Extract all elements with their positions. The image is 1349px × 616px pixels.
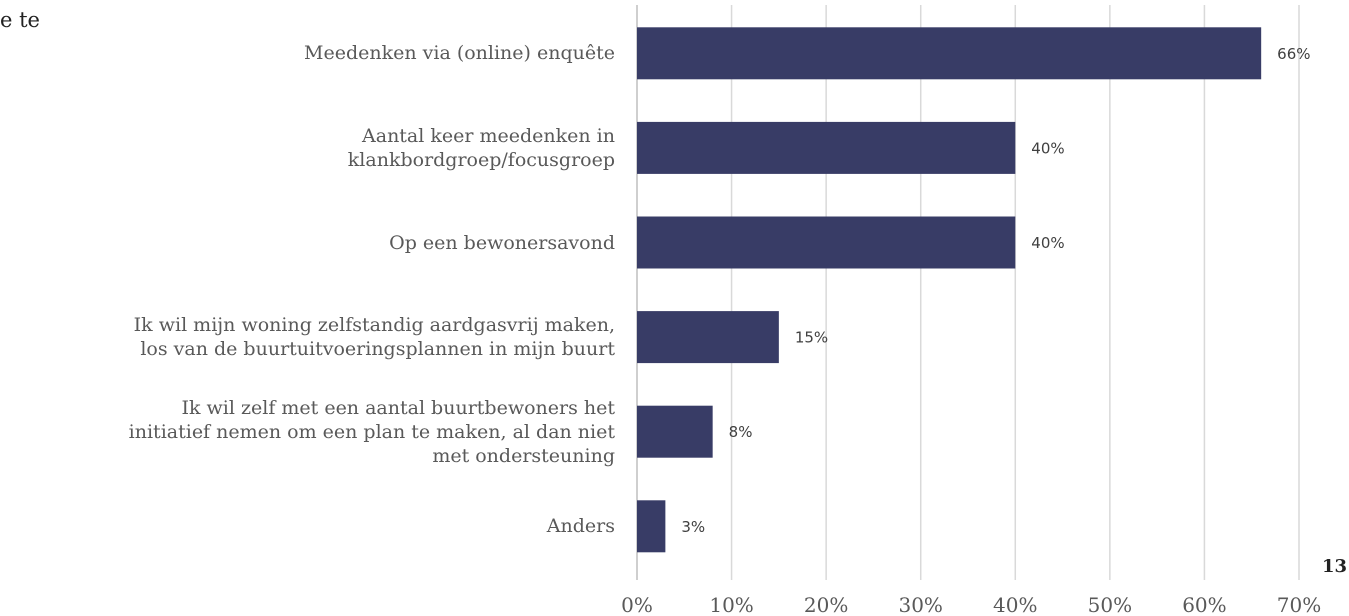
value-label: 3% bbox=[681, 518, 705, 536]
x-tick-label: 40% bbox=[993, 593, 1037, 616]
value-label: 15% bbox=[795, 329, 828, 347]
category-label: Ik wil zelf met een aantal buurtbewoners… bbox=[128, 396, 615, 467]
value-label: 66% bbox=[1277, 45, 1310, 63]
value-label: 40% bbox=[1031, 139, 1064, 157]
x-tick-label: 70% bbox=[1277, 593, 1321, 616]
bar bbox=[637, 405, 713, 458]
category-label: Op een bewonersavond bbox=[389, 231, 615, 254]
bar bbox=[637, 121, 1016, 174]
page-number: 13 bbox=[1322, 556, 1348, 577]
bar bbox=[637, 27, 1262, 80]
x-tick-label: 20% bbox=[804, 593, 848, 616]
value-label: 8% bbox=[729, 423, 753, 441]
x-tick-label: 10% bbox=[709, 593, 753, 616]
value-label: 40% bbox=[1031, 234, 1064, 252]
text-fragment: e te bbox=[0, 8, 40, 32]
category-label: Anders bbox=[546, 515, 615, 538]
category-label: Ik wil mijn woning zelfstandig aardgasvr… bbox=[133, 314, 615, 361]
x-tick-label: 50% bbox=[1088, 593, 1132, 616]
x-tick-label: 30% bbox=[898, 593, 942, 616]
category-label: Meedenken via (online) enquête bbox=[304, 42, 615, 65]
x-tick-label: 60% bbox=[1182, 593, 1226, 616]
bar bbox=[637, 311, 779, 364]
category-label: Aantal keer meedenken in klankbordgroep/… bbox=[347, 124, 615, 171]
bar bbox=[637, 500, 666, 553]
x-tick-label: 0% bbox=[621, 593, 653, 616]
bar bbox=[637, 216, 1016, 269]
